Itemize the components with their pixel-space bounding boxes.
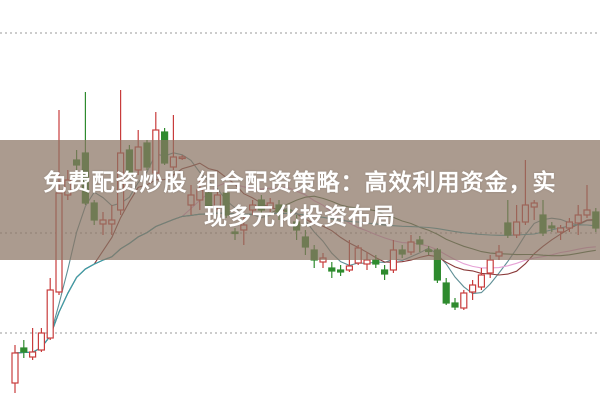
candle-body	[37, 332, 46, 351]
candle-body	[337, 269, 345, 273]
candle-body	[345, 265, 353, 271]
candle-body	[328, 267, 336, 272]
candle-body	[29, 351, 37, 358]
candle-body	[486, 259, 494, 274]
candle-body	[363, 259, 371, 265]
candle-body	[372, 259, 380, 265]
candle-body	[20, 347, 28, 353]
candle-body	[11, 352, 19, 384]
title-line-1: 免费配资炒股 组合配资策略：高效利用资金，实	[43, 170, 557, 196]
candle-body	[46, 289, 54, 339]
candle-body	[477, 274, 485, 288]
title-banner: 免费配资炒股 组合配资策略：高效利用资金，实 现多元化投资布局	[0, 140, 600, 260]
candle-body	[460, 292, 468, 309]
candle-body	[469, 284, 477, 293]
candle-body	[381, 269, 389, 275]
candle-body	[442, 282, 450, 304]
title-line-2: 现多元化投资布局	[204, 204, 396, 230]
candle-body	[451, 302, 459, 308]
